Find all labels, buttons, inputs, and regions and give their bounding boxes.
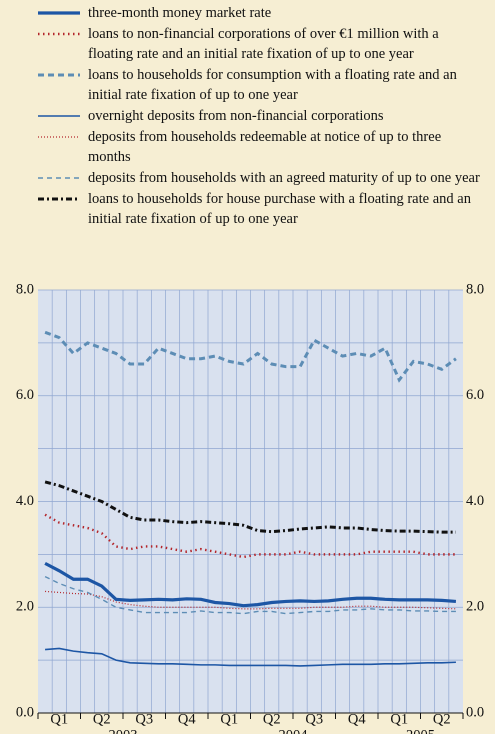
x-tick-label: Q4	[178, 711, 196, 727]
legend: three-month money market rate loans to no…	[0, 3, 495, 230]
y-tick-label: 6.0	[16, 387, 34, 403]
x-tick-label: Q2	[263, 711, 281, 727]
series-line	[44, 575, 456, 615]
x-tick-label: Q4	[348, 711, 366, 727]
legend-swatch	[38, 136, 80, 138]
series-line	[44, 330, 457, 383]
y2-tick-label: 2.0	[466, 599, 484, 615]
x-tick-label: Q1	[50, 711, 68, 727]
legend-label: loans to non-financial corporations of o…	[88, 26, 439, 62]
legend-swatch	[38, 177, 80, 179]
y2-tick-label: 4.0	[466, 493, 484, 509]
legend-swatch	[38, 115, 80, 117]
x-tick-label: Q2	[433, 711, 451, 727]
y2-tick-label: 0.0	[466, 704, 484, 720]
legend-entry: loans to households for consumption with…	[0, 65, 483, 105]
series-line	[44, 513, 456, 559]
x-tick-label: Q3	[135, 711, 153, 727]
legend-swatch	[38, 197, 80, 201]
y-tick-label: 0.0	[16, 704, 34, 720]
year-label: 2004	[279, 727, 309, 734]
y2-tick-label: 8.0	[466, 281, 484, 297]
legend-entry: three-month money market rate	[0, 3, 483, 23]
year-label: 2005	[406, 727, 435, 734]
series-line	[44, 561, 457, 608]
series-line	[44, 480, 456, 534]
legend-label: three-month money market rate	[88, 5, 272, 21]
legend-entry: loans to non-financial corporations of o…	[0, 24, 483, 64]
legend-entry: overnight deposits from non-financial co…	[0, 106, 483, 126]
y-tick-label: 4.0	[16, 493, 34, 509]
legend-label: deposits from households with an agreed …	[88, 170, 480, 186]
y-tick-label: 2.0	[16, 599, 34, 615]
x-tick-label: Q2	[93, 711, 111, 727]
legend-label: deposits from households redeemable at n…	[88, 129, 442, 165]
plot-area	[38, 290, 463, 713]
legend-label: loans to households for house purchase w…	[88, 191, 471, 227]
x-tick-label: Q3	[305, 711, 323, 727]
series-line	[45, 590, 456, 610]
legend-entry: deposits from households redeemable at n…	[0, 127, 483, 167]
legend-swatch	[38, 32, 80, 36]
legend-swatch	[38, 73, 80, 77]
series-line	[45, 647, 456, 667]
legend-entry: loans to households for house purchase w…	[0, 189, 483, 229]
legend-label: overnight deposits from non-financial co…	[88, 108, 384, 124]
x-tick-label: Q1	[220, 711, 238, 727]
x-tick-label: Q1	[390, 711, 408, 727]
legend-label: loans to households for consumption with…	[88, 67, 457, 103]
legend-swatch	[38, 11, 80, 15]
y2-tick-label: 6.0	[466, 387, 484, 403]
year-label: 2003	[109, 727, 138, 734]
legend-entry: deposits from households with an agreed …	[0, 168, 483, 188]
y-tick-label: 8.0	[16, 281, 34, 297]
